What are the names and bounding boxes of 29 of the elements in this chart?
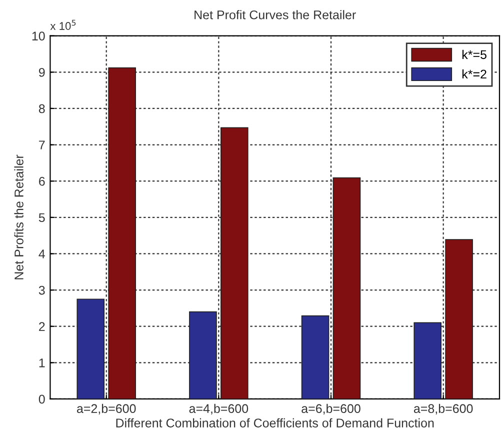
x-axis-title: Different Combination of Coefficients of Demand Function xyxy=(116,418,434,428)
y-tick-label: 2 xyxy=(39,322,45,331)
chart-title: Net Profit Curves the Retailer xyxy=(194,10,356,20)
y-tick-label: 4 xyxy=(38,250,45,258)
bar xyxy=(220,127,248,399)
legend-label: k*=2 xyxy=(462,69,486,78)
bar xyxy=(189,311,217,399)
x-tick-label: a=8,b=600 xyxy=(414,404,473,414)
y-tick-label: 9 xyxy=(38,68,45,77)
bar xyxy=(445,239,473,399)
bar xyxy=(332,177,361,399)
y-tick-label: 5 xyxy=(38,213,45,222)
y-tick-label: 6 xyxy=(39,176,45,186)
y-tick-label: 1 xyxy=(39,358,45,368)
bar xyxy=(414,322,442,399)
y-tick-label: 3 xyxy=(38,286,45,295)
text: x 10$^{5}$ xyxy=(50,20,76,30)
x-tick-label: a=6,b=600 xyxy=(302,404,360,414)
bar xyxy=(76,298,105,399)
y-tick-label: 7 xyxy=(39,140,45,150)
y-tick-label: 8 xyxy=(38,104,45,114)
y-tick-label: 10 xyxy=(32,32,45,40)
bar xyxy=(301,315,330,399)
x-tick-label: a=4,b=600 xyxy=(189,404,248,414)
y-axis-title: Net Profits the Retailer xyxy=(14,154,24,280)
bar xyxy=(108,67,136,399)
y-tick-label: 0 xyxy=(38,394,45,404)
legend-label: k*=5 xyxy=(462,50,486,60)
x-tick-label: a=2,b=600 xyxy=(77,404,136,414)
